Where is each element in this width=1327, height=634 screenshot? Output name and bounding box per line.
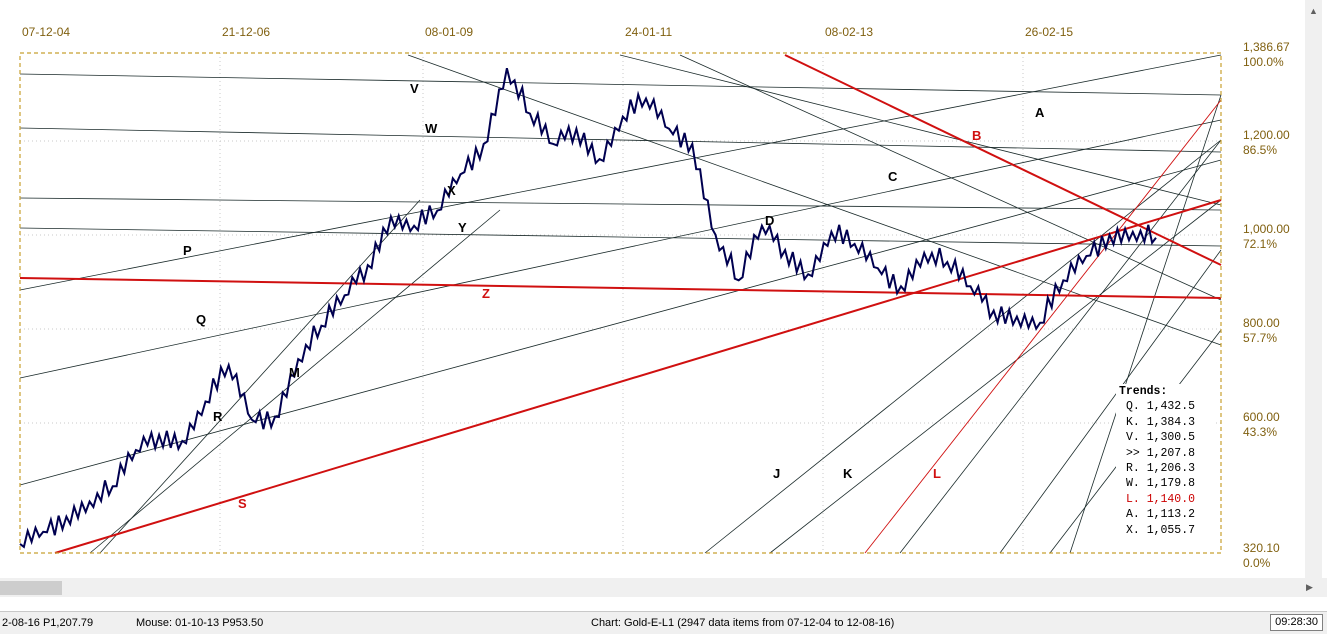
- trend-line: [89, 209, 501, 554]
- trend-row: L. 1,140.0: [1126, 492, 1196, 506]
- x-tick-label: 24-01-11: [625, 25, 672, 39]
- scroll-right-icon[interactable]: ▶: [1306, 582, 1313, 592]
- x-tick-label: 07-12-04: [22, 25, 70, 39]
- x-tick-label: 08-02-13: [825, 25, 873, 39]
- trend-letter-w: W: [425, 121, 438, 136]
- trend-letter-k: K: [843, 466, 853, 481]
- trend-letter-q: Q: [196, 312, 206, 327]
- y-tick-label: 320.10: [1243, 541, 1280, 555]
- scroll-up-icon[interactable]: ▲: [1309, 6, 1318, 16]
- red-trend-line: [54, 199, 1222, 554]
- fib-percent-label: 0.0%: [1243, 556, 1271, 570]
- status-bar: 2-08-16 P1,207.79 Mouse: 01-10-13 P953.5…: [0, 611, 1327, 634]
- trend-line: [999, 249, 1222, 554]
- trend-letter-r: R: [213, 409, 223, 424]
- trend-row: A. 1,113.2: [1126, 508, 1196, 522]
- trend-line: [899, 139, 1222, 554]
- red-thin-trend-line: [864, 99, 1222, 554]
- trend-row: W. 1,179.8: [1126, 477, 1196, 491]
- horizontal-scrollbar[interactable]: ▶: [0, 578, 1327, 597]
- y-tick-label: 1,000.00: [1243, 222, 1290, 236]
- trend-letter-p: P: [183, 243, 192, 258]
- fib-percent-label: 100.0%: [1243, 55, 1284, 69]
- scroll-thumb[interactable]: [0, 581, 62, 595]
- fib-percent-label: 43.3%: [1243, 425, 1277, 439]
- trend-letter-s: S: [238, 496, 247, 511]
- trend-line: [769, 199, 1222, 554]
- trends-legend: Trends: Q. 1,432.5 K. 1,384.3 V. 1,300.5 >>…: [1116, 384, 1216, 539]
- x-tick-label: 08-01-09: [425, 25, 473, 39]
- trend-letter-x: X: [447, 183, 456, 198]
- y-tick-label: 1,386.67: [1243, 40, 1290, 54]
- trend-letter-c: C: [888, 169, 898, 184]
- red-trend-line: [19, 277, 1222, 299]
- trend-line: [99, 199, 421, 554]
- y-tick-label: 1,200.00: [1243, 128, 1290, 142]
- fib-percent-label: 72.1%: [1243, 237, 1277, 251]
- trend-line: [19, 119, 1222, 379]
- plot-border: [19, 52, 1222, 554]
- trend-line: [19, 227, 1222, 247]
- trend-line: [19, 127, 1222, 153]
- status-chart-info: Chart: Gold-E-L1 (2947 data items from 0…: [591, 617, 895, 629]
- trend-letter-j: J: [773, 466, 780, 481]
- fib-percent-label: 86.5%: [1243, 143, 1277, 157]
- trend-line: [679, 54, 1222, 301]
- trend-lines: [19, 54, 1222, 554]
- trend-row: X. 1,055.7: [1126, 523, 1196, 537]
- trends-title: Trends:: [1119, 385, 1168, 398]
- vertical-scrollbar[interactable]: ▲: [1305, 0, 1322, 578]
- trend-letter-z: Z: [482, 286, 490, 301]
- trend-letter-m: M: [289, 365, 300, 380]
- red-trend-line: [784, 54, 1222, 266]
- trend-letter-y: Y: [458, 220, 467, 235]
- fib-percent-label: 57.7%: [1243, 331, 1277, 345]
- x-tick-label: 26-02-15: [1025, 25, 1073, 39]
- trend-letter-d: D: [765, 213, 774, 228]
- x-tick-label: 21-12-06: [222, 25, 270, 39]
- trend-letter-a: A: [1035, 105, 1045, 120]
- trend-line: [19, 197, 1222, 211]
- trend-row: V. 1,300.5: [1126, 431, 1196, 445]
- trend-line: [407, 54, 1222, 346]
- trend-row: K. 1,384.3: [1126, 415, 1196, 429]
- trend-letters: V W X Y P Q M R S Z D C B A J K L: [183, 81, 1045, 511]
- trend-letter-v: V: [410, 81, 419, 96]
- trend-letter-l: L: [933, 466, 941, 481]
- trend-line: [619, 54, 1222, 206]
- trend-row: Q. 1,432.5: [1126, 400, 1196, 414]
- price-series: [19, 67, 1157, 549]
- trend-row: >> 1,207.8: [1126, 446, 1196, 460]
- y-tick-label: 600.00: [1243, 410, 1280, 424]
- status-mouse: Mouse: 01-10-13 P953.50: [136, 617, 264, 629]
- status-position: 2-08-16 P1,207.79: [2, 617, 94, 629]
- trend-line: [19, 159, 1222, 486]
- x-axis-labels: 07-12-04 21-12-06 08-01-09 24-01-11 08-02-13…: [22, 25, 1073, 39]
- trend-line: [19, 54, 1222, 291]
- price-line: [19, 67, 1157, 549]
- trend-letter-b: B: [972, 128, 981, 143]
- y-tick-label: 800.00: [1243, 316, 1280, 330]
- trend-line: [1069, 94, 1222, 554]
- status-clock: 09:28:30: [1270, 614, 1323, 631]
- chart-canvas: 07-12-04 21-12-06 08-01-09 24-01-11 08-02-13…: [19, 25, 1290, 570]
- trend-row: R. 1,206.3: [1126, 462, 1196, 476]
- trend-line: [19, 73, 1222, 96]
